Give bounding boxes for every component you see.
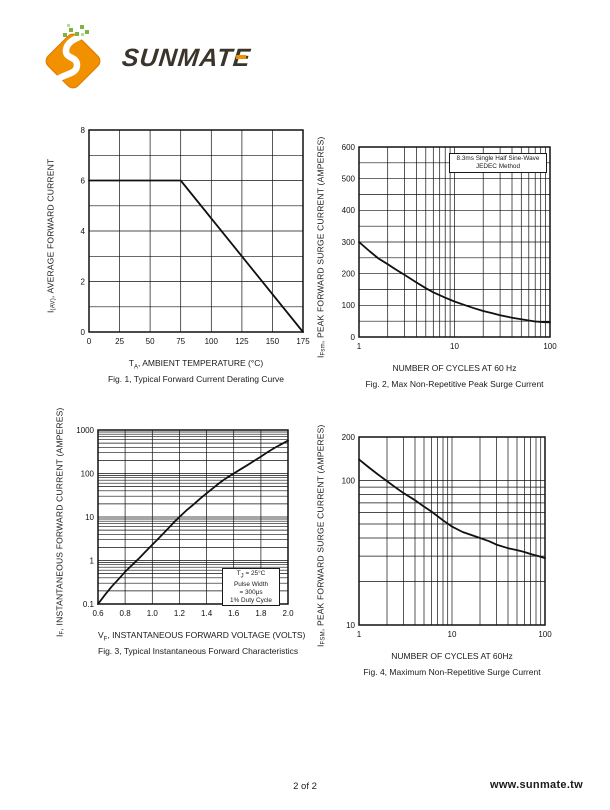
svg-text:0.8: 0.8 [120, 609, 132, 618]
svg-text:0.1: 0.1 [83, 600, 95, 609]
svg-text:100: 100 [342, 301, 356, 310]
svg-text:1.4: 1.4 [201, 609, 213, 618]
fig3-x-axis-label: VF, INSTANTANEOUS FORWARD VOLTAGE (VOLTS… [98, 630, 306, 643]
svg-text:400: 400 [342, 206, 356, 215]
svg-text:100: 100 [205, 337, 219, 346]
svg-text:125: 125 [235, 337, 249, 346]
svg-text:1: 1 [90, 556, 95, 565]
svg-text:10: 10 [85, 513, 94, 522]
svg-text:1: 1 [357, 342, 362, 351]
svg-text:200: 200 [342, 270, 356, 279]
fig1-caption: Fig. 1, Typical Forward Current Derating… [107, 373, 285, 384]
fig3-y-axis-label: IF, INSTANTANEOUS FORWARD CURRENT (AMPER… [54, 407, 66, 637]
svg-text:1.0: 1.0 [147, 609, 159, 618]
svg-text:25: 25 [115, 337, 124, 346]
fig4-y-axis-label: IFSM, PEAK FORWARD SURGE CURRENT (AMPERE… [315, 424, 327, 648]
sunmate-logo: SUNMATE [36, 20, 256, 92]
svg-text:100: 100 [342, 476, 356, 485]
svg-text:500: 500 [342, 175, 356, 184]
svg-text:150: 150 [266, 337, 280, 346]
svg-text:4: 4 [81, 227, 86, 236]
svg-text:100: 100 [538, 630, 552, 639]
figure-1: I(AV), AVERAGE FORWARD CURRENT 0 25 50 75 10… [43, 122, 311, 384]
fig1-y-axis-label: I(AV), AVERAGE FORWARD CURRENT [45, 158, 57, 314]
svg-text:1.6: 1.6 [228, 609, 240, 618]
svg-text:0.6: 0.6 [92, 609, 104, 618]
svg-text:75: 75 [176, 337, 185, 346]
svg-text:1: 1 [357, 630, 362, 639]
svg-text:10: 10 [346, 621, 355, 630]
svg-text:200: 200 [342, 433, 356, 442]
svg-text:100: 100 [81, 469, 95, 478]
fig2-x-axis-label: NUMBER OF CYCLES AT 60 Hz [392, 363, 517, 373]
figure-4: IFSM, PEAK FORWARD SURGE CURRENT (AMPERE… [313, 424, 553, 677]
svg-text:100: 100 [543, 342, 557, 351]
svg-text:1.8: 1.8 [255, 609, 267, 618]
sunmate-logo-icon [45, 24, 101, 89]
svg-text:6: 6 [81, 176, 86, 185]
svg-text:0: 0 [81, 328, 86, 337]
fig2-plot: 1 10 100 0 100 200 300 400 500 600 [342, 143, 558, 351]
fig3-plot: 0.6 0.8 1.0 1.2 1.4 1.6 1.8 2.0 0.1 1 10 100 1000 [76, 426, 294, 618]
fig1-x-axis-label: TA, AMBIENT TEMPERATURE (°C) [128, 358, 264, 371]
svg-text:0: 0 [87, 337, 92, 346]
brand-name: SUNMATE [120, 44, 253, 73]
svg-text:10: 10 [448, 630, 457, 639]
svg-text:1.2: 1.2 [174, 609, 186, 618]
svg-text:175: 175 [296, 337, 310, 346]
svg-text:2: 2 [81, 277, 86, 286]
svg-text:0: 0 [351, 333, 356, 342]
svg-text:50: 50 [146, 337, 155, 346]
logo-accent-bar [236, 55, 247, 59]
svg-text:1000: 1000 [76, 426, 94, 435]
fig2-y-axis-label: IFsm, PEAK FORWARD SURGE CURRENT (AMPERE… [315, 136, 327, 358]
fig4-x-axis-label: NUMBER OF CYCLES AT 60Hz [391, 651, 513, 661]
svg-text:2.0: 2.0 [282, 609, 294, 618]
fig4-caption: Fig. 4, Maximum Non-Repetitive Surge Cur… [363, 666, 541, 677]
figure-2: IFsm, PEAK FORWARD SURGE CURRENT (AMPERE… [313, 136, 558, 389]
fig2-caption: Fig. 2, Max Non-Repetitive Peak Surge Cu… [365, 378, 544, 389]
figure-3: IF, INSTANTANEOUS FORWARD CURRENT (AMPER… [52, 407, 306, 656]
svg-text:300: 300 [342, 238, 356, 247]
fig2-annotation-box: 8.3ms Single Half Sine-Wave JEDEC Method [449, 153, 547, 173]
svg-text:10: 10 [450, 342, 459, 351]
fig1-plot: 0 25 50 75 100 125 150 175 0 2 4 6 8 [81, 126, 311, 346]
website-link[interactable]: www.sunmate.tw [489, 779, 583, 791]
fig3-caption: Fig. 3, Typical Instantaneous Forward Ch… [98, 645, 299, 656]
page-number: 2 of 2 [293, 781, 317, 792]
fig3-annotation-box: TJ = 25°C Pulse Width = 300μs 1% Duty Cy… [222, 568, 280, 607]
svg-text:8: 8 [81, 126, 86, 135]
svg-text:600: 600 [342, 143, 356, 152]
